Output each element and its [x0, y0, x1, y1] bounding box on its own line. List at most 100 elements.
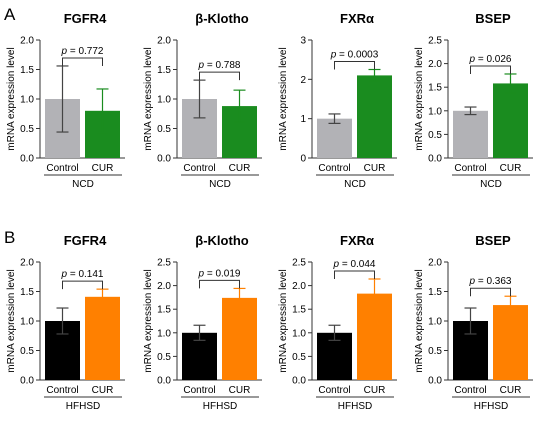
p-symbol: p [61, 269, 68, 280]
x-category-label: Control [46, 385, 78, 396]
bar-cur [85, 296, 120, 380]
x-category-label: CUR [364, 163, 386, 174]
y-tick-label: 0.5 [428, 346, 442, 357]
group-label: HFHSD [338, 401, 372, 412]
y-axis-label: mRNA expression level [414, 47, 425, 150]
y-tick-label: 1.0 [157, 328, 171, 339]
y-tick-label: 0.5 [157, 352, 171, 363]
y-tick-label: 0.0 [20, 376, 34, 387]
y-tick-label: 0.0 [428, 154, 442, 165]
y-tick-label: 2.0 [157, 36, 171, 47]
x-category-label: CUR [500, 163, 522, 174]
p-value-text: = 0.019 [204, 268, 241, 279]
group-label: HFHSD [474, 401, 508, 412]
y-axis-label: mRNA expression level [414, 269, 425, 372]
y-tick-label: 1.0 [20, 95, 34, 106]
group-label: HFHSD [203, 401, 237, 412]
p-value-text: = 0.044 [339, 259, 376, 270]
y-axis-label: mRNA expression level [143, 47, 154, 150]
y-tick-label: 1 [300, 114, 306, 125]
p-value-label: p = 0.363 [469, 276, 512, 287]
significance-bracket [199, 71, 240, 81]
y-axis-label: mRNA expression level [143, 269, 154, 372]
x-category-label: CUR [364, 385, 386, 396]
x-category-label: Control [46, 163, 78, 174]
x-category-label: Control [454, 385, 486, 396]
y-tick-label: 0.5 [20, 346, 34, 357]
significance-bracket [199, 279, 240, 289]
y-tick-label: 3 [300, 36, 306, 47]
x-category-label: CUR [229, 163, 251, 174]
y-tick-label: 2.0 [428, 258, 442, 269]
significance-bracket [62, 280, 103, 290]
p-symbol: p [333, 259, 340, 270]
y-axis-label: mRNA expression level [278, 269, 289, 372]
significance-bracket [334, 270, 375, 279]
x-category-label: Control [454, 163, 486, 174]
y-tick-label: 2.0 [428, 59, 442, 70]
y-tick-label: 2.0 [20, 36, 34, 47]
chart-title: BSEP [475, 233, 511, 248]
y-tick-label: 2.5 [428, 36, 442, 47]
p-value-label: p = 0.026 [469, 54, 512, 65]
y-tick-label: 1.0 [292, 328, 306, 339]
x-category-label: CUR [92, 163, 114, 174]
p-symbol: p [469, 54, 476, 65]
y-tick-label: 1.0 [428, 106, 442, 117]
p-value-label: p = 0.788 [198, 60, 241, 71]
x-category-label: CUR [92, 385, 114, 396]
significance-bracket [470, 65, 511, 74]
p-value-label: p = 0.019 [198, 268, 241, 279]
group-label: NCD [72, 179, 94, 190]
y-tick-label: 1.5 [292, 305, 306, 316]
p-symbol: p [198, 60, 205, 71]
y-tick-label: 0.0 [20, 154, 34, 165]
y-tick-label: 1.5 [157, 305, 171, 316]
p-value-text: = 0.788 [204, 60, 241, 71]
y-tick-label: 0.0 [292, 376, 306, 387]
chart-title: FGFR4 [64, 233, 107, 248]
y-tick-label: 1.5 [428, 287, 442, 298]
y-tick-label: 2.0 [157, 281, 171, 292]
x-category-label: Control [318, 385, 350, 396]
y-tick-label: 1.5 [20, 287, 34, 298]
p-symbol: p [330, 50, 337, 61]
p-value-text: = 0.0003 [336, 50, 378, 61]
y-axis-label: mRNA expression level [6, 47, 17, 150]
bar-control [317, 118, 352, 158]
y-tick-label: 0.5 [292, 352, 306, 363]
y-tick-label: 0.5 [428, 130, 442, 141]
panel-b-letter: B [4, 228, 15, 247]
y-axis-label: mRNA expression level [6, 269, 17, 372]
chart-title: FXRα [340, 233, 374, 248]
y-tick-label: 1.0 [428, 317, 442, 328]
p-value-text: = 0.772 [67, 46, 104, 57]
significance-bracket [62, 57, 103, 66]
group-label: NCD [344, 179, 366, 190]
y-tick-label: 2.0 [292, 281, 306, 292]
y-tick-label: 0.5 [157, 124, 171, 135]
p-value-label: p = 0.0003 [330, 50, 379, 61]
p-value-label: p = 0.772 [61, 46, 104, 57]
y-tick-label: 1.0 [157, 95, 171, 106]
p-value-label: p = 0.141 [61, 269, 104, 280]
group-label: NCD [209, 179, 231, 190]
bar-cur [493, 83, 528, 158]
y-tick-label: 2.5 [157, 258, 171, 269]
y-tick-label: 0.5 [20, 124, 34, 135]
p-symbol: p [198, 268, 205, 279]
y-axis-label: mRNA expression level [278, 47, 289, 150]
y-tick-label: 0.0 [157, 376, 171, 387]
y-tick-label: 1.5 [428, 83, 442, 94]
p-value-text: = 0.141 [67, 269, 104, 280]
group-label: NCD [480, 179, 502, 190]
